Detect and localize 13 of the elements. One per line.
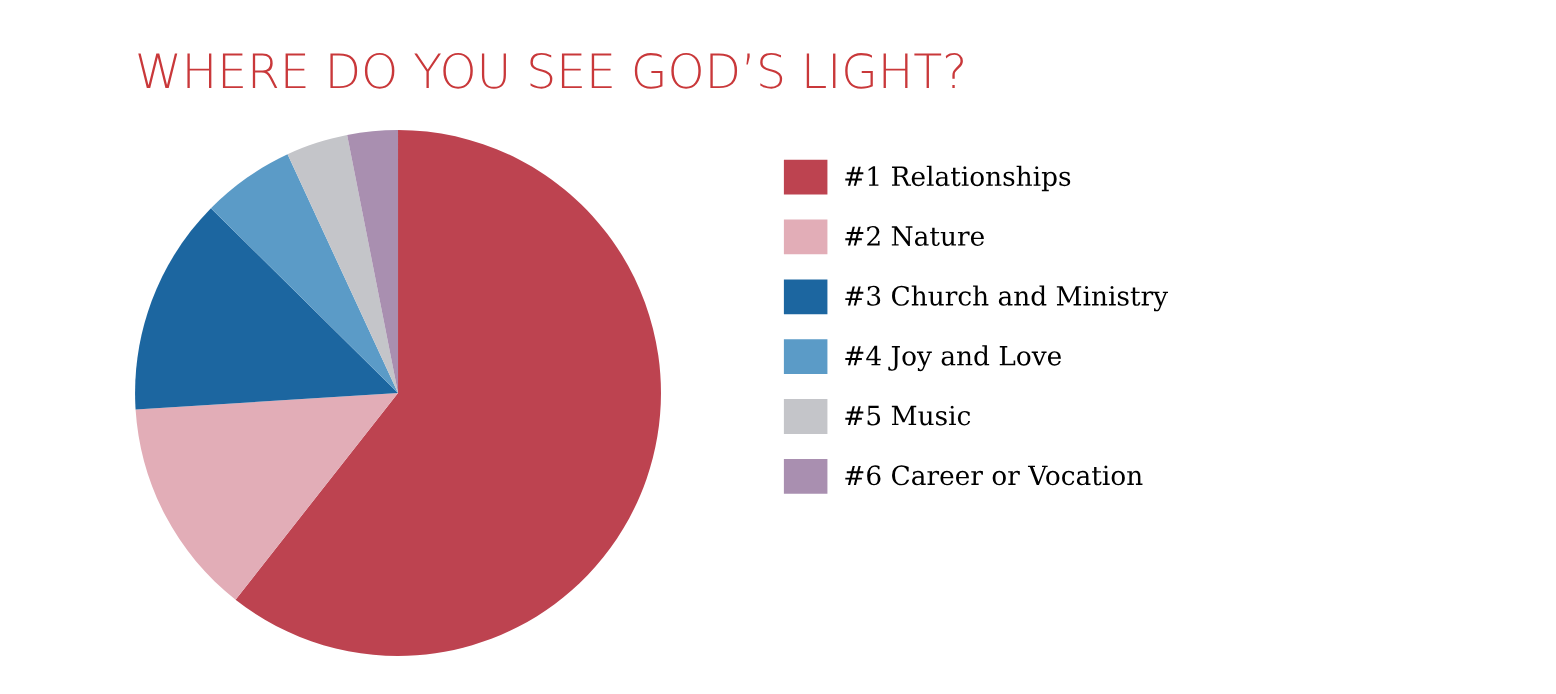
pie-slice [210,154,399,393]
legend-label: #6 Career or Vocation [845,465,1143,486]
pie-slice [235,129,661,656]
pie-slice [287,134,399,393]
legend-label: #1 Relationships [845,165,1071,192]
legend-label: #3 Church and Ministry [845,285,1169,312]
legend-label: #5 Music [845,405,971,426]
pie-slice [347,129,399,393]
chart-title: WHERE DO YOU SEE GOD’S LIGHT? [138,52,963,89]
pie-slice [135,208,399,410]
legend-label: #4 Joy and Love [845,345,1061,372]
pie-slice [135,392,399,600]
legend-label: #2 Nature [845,226,984,246]
